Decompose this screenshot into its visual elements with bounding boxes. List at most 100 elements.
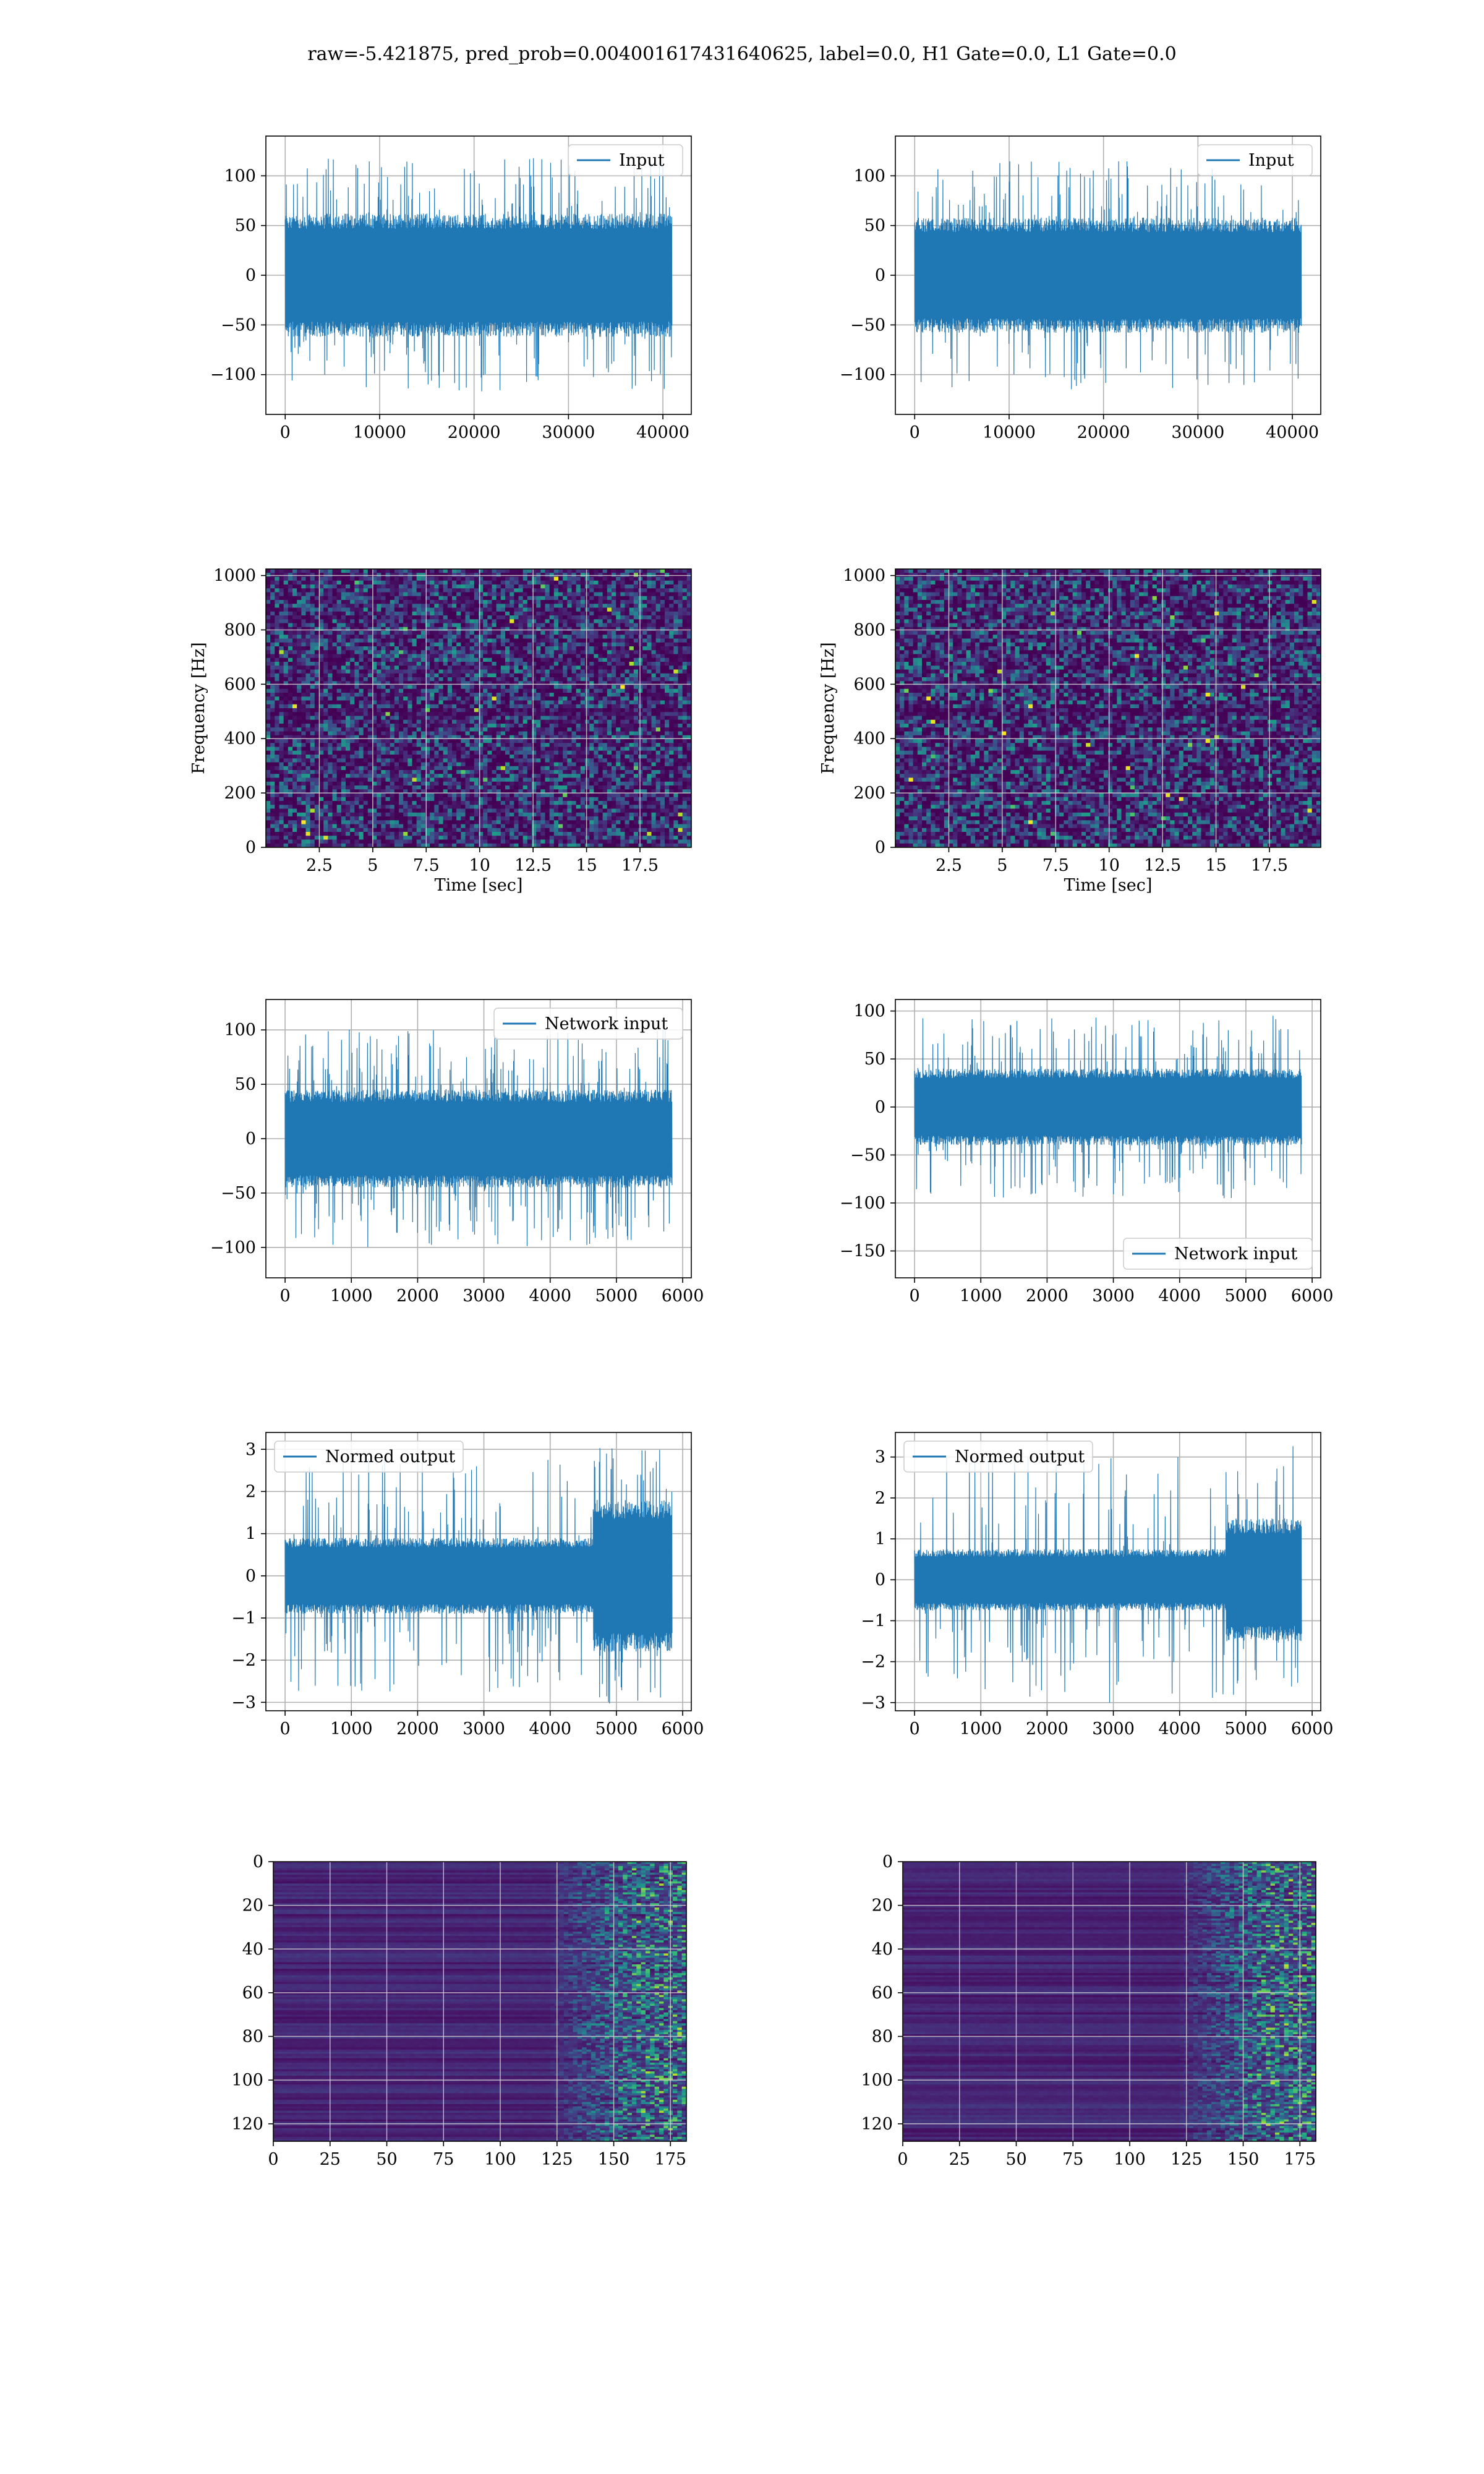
heatmap-cell bbox=[532, 623, 537, 628]
heatmap-cell bbox=[288, 712, 293, 717]
heatmap-cell bbox=[549, 600, 555, 604]
heatmap-cell bbox=[319, 685, 324, 690]
heatmap-cell bbox=[633, 669, 639, 674]
heatmap-cell bbox=[420, 731, 426, 736]
heatmap-cell bbox=[381, 693, 386, 697]
heatmap-cell bbox=[270, 719, 275, 724]
heatmap-cell bbox=[500, 735, 506, 740]
heatmap-cell bbox=[585, 619, 590, 624]
heatmap-cell bbox=[266, 638, 271, 643]
heatmap-cell bbox=[607, 584, 612, 589]
heatmap-cell bbox=[367, 584, 373, 589]
heatmap-cell bbox=[403, 635, 408, 640]
heatmap-cell bbox=[633, 596, 639, 601]
heatmap-cell bbox=[642, 669, 647, 674]
heatmap-cell bbox=[430, 750, 435, 755]
heatmap-cell bbox=[576, 627, 581, 631]
heatmap-cell bbox=[580, 681, 586, 686]
heatmap-cell bbox=[545, 704, 550, 709]
heatmap-cell bbox=[496, 573, 501, 578]
heatmap-cell bbox=[642, 716, 647, 721]
legend-box bbox=[568, 144, 683, 176]
heatmap-cell bbox=[527, 588, 532, 593]
heatmap-cell bbox=[589, 657, 594, 662]
heatmap-cell bbox=[651, 650, 657, 655]
heatmap-cell bbox=[394, 596, 399, 601]
heatmap-cell bbox=[545, 611, 550, 616]
heatmap-cell bbox=[625, 662, 630, 666]
heatmap-cell bbox=[438, 688, 444, 693]
heatmap-cell bbox=[407, 719, 413, 724]
heatmap-cell bbox=[461, 747, 466, 751]
heatmap-cell bbox=[456, 642, 461, 647]
heatmap-cell bbox=[655, 673, 661, 678]
heatmap-cell bbox=[483, 724, 488, 728]
heatmap-cell bbox=[447, 724, 453, 728]
heatmap-cell bbox=[443, 688, 448, 693]
heatmap-cell bbox=[686, 747, 692, 751]
heatmap-cell bbox=[332, 704, 338, 709]
heatmap-cell bbox=[359, 685, 364, 690]
heatmap-cell bbox=[297, 657, 302, 662]
heatmap-cell bbox=[341, 743, 346, 748]
heatmap-cell bbox=[576, 673, 581, 678]
heatmap-cell bbox=[571, 685, 577, 690]
heatmap-cell bbox=[288, 755, 293, 759]
heatmap-cell bbox=[438, 650, 444, 655]
heatmap-cell bbox=[367, 657, 373, 662]
heatmap-cell bbox=[669, 708, 674, 713]
heatmap-cell bbox=[363, 716, 369, 721]
heatmap-cell bbox=[412, 623, 417, 628]
heatmap-cell bbox=[266, 657, 271, 662]
heatmap-cell bbox=[571, 569, 577, 573]
heatmap-cell bbox=[602, 693, 608, 697]
heatmap-cell bbox=[367, 607, 373, 612]
heatmap-cell bbox=[297, 611, 302, 616]
heatmap-cell bbox=[673, 727, 679, 732]
heatmap-cell bbox=[607, 750, 612, 755]
heatmap-cell bbox=[540, 712, 546, 717]
heatmap-cell bbox=[594, 569, 599, 573]
heatmap-cell bbox=[354, 592, 360, 597]
heatmap-cell bbox=[465, 762, 471, 767]
heatmap-cell bbox=[647, 743, 652, 748]
heatmap-cell bbox=[571, 623, 577, 628]
heatmap-cell bbox=[288, 569, 293, 573]
heatmap-cell bbox=[647, 755, 652, 759]
heatmap-cell bbox=[651, 619, 657, 624]
heatmap-cell bbox=[283, 762, 289, 767]
heatmap-cell bbox=[350, 762, 355, 767]
heatmap-cell bbox=[483, 712, 488, 717]
heatmap-cell bbox=[346, 716, 351, 721]
heatmap-cell bbox=[602, 673, 608, 678]
heatmap-cell bbox=[576, 696, 581, 701]
heatmap-cell bbox=[571, 619, 577, 624]
heatmap-cell bbox=[638, 669, 643, 674]
heatmap-cell bbox=[416, 588, 422, 593]
heatmap-cell bbox=[633, 755, 639, 759]
heatmap-cell bbox=[443, 662, 448, 666]
heatmap-cell bbox=[390, 646, 395, 651]
heatmap-cell bbox=[367, 762, 373, 767]
heatmap-cell bbox=[430, 708, 435, 713]
heatmap-cell bbox=[518, 750, 524, 755]
heatmap-cell bbox=[620, 681, 626, 686]
heatmap-cell bbox=[647, 681, 652, 686]
heatmap-cell bbox=[385, 727, 391, 732]
heatmap-cell bbox=[354, 576, 360, 581]
heatmap-cell bbox=[669, 696, 674, 701]
heatmap-cell bbox=[567, 615, 573, 620]
heatmap-cell bbox=[314, 708, 320, 713]
heatmap-cell bbox=[394, 666, 399, 670]
heatmap-cell bbox=[275, 724, 280, 728]
heatmap-cell bbox=[647, 576, 652, 581]
heatmap-cell bbox=[563, 615, 568, 620]
heatmap-cell bbox=[390, 623, 395, 628]
heatmap-cell bbox=[686, 607, 692, 612]
heatmap-cell bbox=[367, 708, 373, 713]
heatmap-cell bbox=[673, 662, 679, 666]
heatmap-cell bbox=[558, 584, 563, 589]
heatmap-cell bbox=[346, 688, 351, 693]
heatmap-cell bbox=[616, 662, 621, 666]
heatmap-cell bbox=[655, 588, 661, 593]
